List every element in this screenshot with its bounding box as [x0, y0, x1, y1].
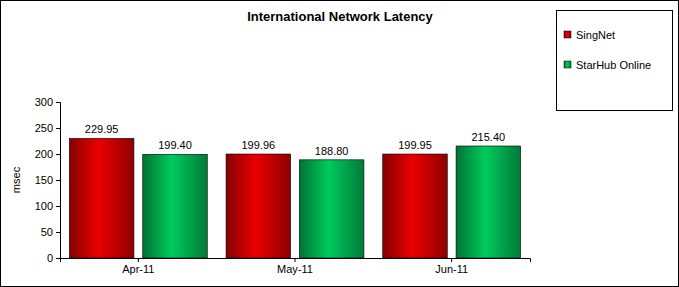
y-tick-label: 0: [47, 252, 53, 264]
y-tick: 0: [47, 252, 60, 264]
chart-title: International Network Latency: [247, 9, 433, 24]
x-axis: Apr-11 May-11 Jun-11: [61, 258, 531, 275]
y-tick: 200: [35, 148, 60, 160]
y-tick: 100: [35, 200, 60, 212]
y-axis: 0 50 100 150 200 250 300: [35, 96, 61, 264]
data-label: 188.80: [315, 145, 349, 157]
y-tick-label: 300: [35, 96, 53, 108]
y-axis-title: msec: [10, 166, 22, 193]
legend-swatch: [564, 31, 571, 38]
y-tick-mark: [56, 258, 60, 259]
bar: [456, 146, 521, 258]
y-tick-label: 100: [35, 200, 53, 212]
y-tick: 50: [41, 226, 60, 238]
y-tick-label: 50: [41, 226, 53, 238]
y-tick-mark: [56, 102, 60, 103]
x-tick-mark: [451, 258, 452, 262]
y-tick-mark: [56, 206, 60, 207]
x-tick-mark: [295, 258, 296, 262]
x-tick: May-11: [277, 258, 313, 275]
y-tick: 300: [35, 96, 60, 108]
legend-label: StarHub Online: [576, 59, 651, 71]
legend-label: SingNet: [576, 29, 615, 41]
data-labels: 229.95 199.96 199.95 199.40 188.80 215.40: [85, 123, 505, 156]
x-tick: Apr-11: [122, 258, 154, 275]
data-label: 199.40: [158, 139, 192, 151]
x-tick-label: Jun-11: [435, 263, 468, 275]
bar: [299, 160, 364, 258]
bars: [69, 138, 520, 258]
x-tick-label: Apr-11: [122, 263, 154, 275]
bar: [143, 154, 208, 258]
y-tick: 150: [35, 174, 60, 186]
data-label: 229.95: [85, 123, 119, 135]
y-axis-line: [56, 103, 61, 259]
y-tick-label: 200: [35, 148, 53, 160]
y-tick-label: 250: [35, 122, 53, 134]
x-tick-label: May-11: [277, 263, 313, 275]
legend-swatch: [564, 61, 571, 68]
x-axis-line: [61, 259, 531, 263]
bar: [383, 154, 448, 258]
data-label: 199.95: [398, 139, 432, 151]
y-tick-mark: [56, 128, 60, 129]
bar: [69, 138, 134, 258]
legend: SingNet StarHub Online: [557, 11, 673, 111]
data-label: 215.40: [472, 131, 506, 143]
legend-frame: [557, 11, 673, 111]
x-tick-mark: [138, 258, 139, 262]
y-tick-mark: [56, 232, 60, 233]
chart: International Network Latency 0 50 100 150 20…: [0, 0, 679, 287]
y-tick-mark: [56, 180, 60, 181]
data-label: 199.96: [242, 139, 276, 151]
y-tick-mark: [56, 154, 60, 155]
y-tick-label: 150: [35, 174, 53, 186]
y-tick: 250: [35, 122, 60, 134]
bar: [226, 154, 291, 258]
chart-frame: [1, 1, 679, 287]
x-tick: Jun-11: [435, 258, 468, 275]
